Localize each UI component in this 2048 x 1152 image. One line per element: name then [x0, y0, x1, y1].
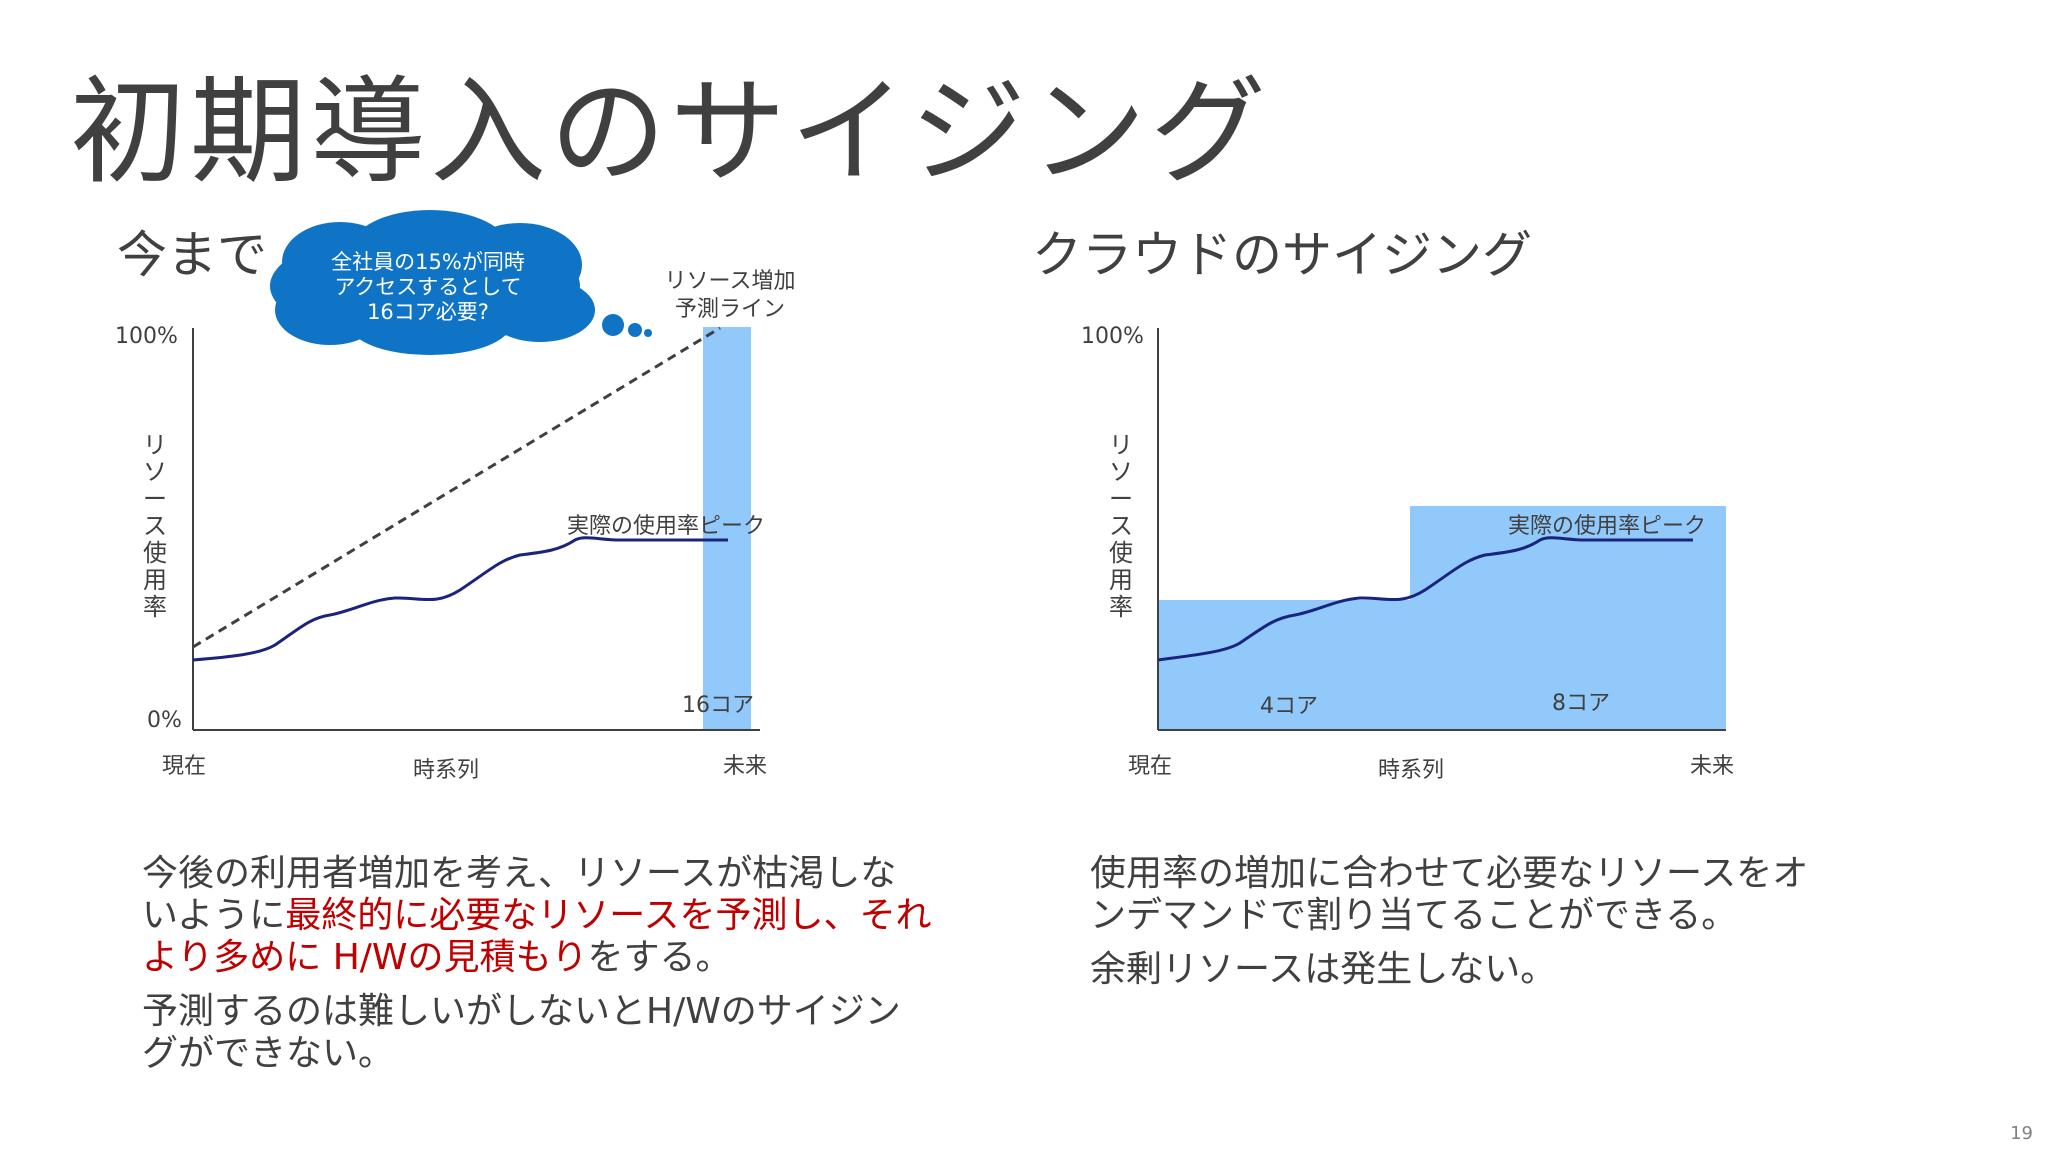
left-bar-label: 16コア [682, 693, 754, 718]
left-heading: 今まで [117, 226, 267, 284]
page-number: 19 [2010, 1123, 2033, 1144]
right-y-top-label: 100% [1081, 324, 1144, 349]
forecast-label: リソース増加 予測ライン [660, 268, 800, 324]
right-paragraph-1: 使用率の増加に合わせて必要なリソースをオンデマンドで割り当てることができる。 [1090, 853, 1809, 936]
y-axis-char: ー [143, 485, 167, 513]
left-x-start: 現在 [162, 754, 207, 779]
right-4core-block [1158, 600, 1413, 730]
right-x-end: 未来 [1690, 754, 1735, 779]
text-normal: をする。 [587, 937, 732, 978]
left-usage-curve [192, 536, 728, 662]
y-axis-char: 使 [143, 539, 167, 567]
slide-title: 初期導入のサイジング [70, 65, 1270, 200]
forecast-label-line: リソース増加 [664, 269, 796, 294]
text-highlight: 最終的に必要なリソースを予測し、それより多めに H/Wの見積もり [142, 895, 932, 978]
left-explanation: 今後の利用者増加を考え、リソースが枯渇しないように最終的に必要なリソースを予測し… [142, 853, 932, 1087]
y-axis-char: 率 [143, 593, 167, 621]
left-x-end: 未来 [723, 754, 768, 779]
right-block2-label: 8コア [1552, 691, 1610, 716]
y-axis-char: ス [143, 512, 167, 540]
y-axis-char: 使 [1109, 539, 1133, 567]
forecast-line [192, 326, 721, 649]
y-axis-char: 率 [1109, 593, 1133, 621]
left-y-axis-title: リ ソ ー ス 使 用 率 [140, 432, 170, 621]
forecast-label-line: 予測ライン [674, 297, 785, 322]
left-paragraph-2: 予測するのは難しいがしないとH/Wのサイジングができない。 [142, 991, 901, 1074]
right-x-start: 現在 [1128, 754, 1173, 779]
bubble-line: アクセスするとして [334, 275, 522, 299]
y-axis-char: 用 [1109, 566, 1133, 594]
y-axis-char: リ [1109, 431, 1133, 459]
left-y-top-label: 100% [115, 324, 178, 349]
y-axis-char: ス [1109, 512, 1133, 540]
left-paragraph-1: 今後の利用者増加を考え、リソースが枯渇しないように最終的に必要なリソースを予測し… [142, 853, 932, 979]
y-axis-char: ソ [1109, 458, 1133, 486]
y-axis-char: 用 [143, 566, 167, 594]
left-16core-bar [703, 327, 751, 730]
right-8core-block [1410, 506, 1726, 730]
left-peak-label: 実際の使用率ピーク [567, 514, 766, 539]
thought-bubble [270, 210, 652, 355]
bubble-text: 全社員の15%が同時 アクセスするとして 16コア必要? [328, 250, 528, 325]
left-y-bottom-label: 0% [147, 708, 182, 733]
y-axis-char: リ [143, 431, 167, 459]
right-y-axis-title: リ ソ ー ス 使 用 率 [1106, 432, 1136, 621]
right-explanation: 使用率の増加に合わせて必要なリソースをオンデマンドで割り当てることができる。 余… [1090, 853, 1830, 1003]
right-heading: クラウドのサイジング [1032, 226, 1532, 284]
text-normal: 今後の利用者増加を考え、リソースが枯渇しないように [142, 853, 897, 936]
bubble-line: 全社員の15%が同時 [331, 250, 525, 274]
right-usage-curve [1157, 536, 1693, 662]
left-x-mid: 時系列 [413, 758, 480, 783]
y-axis-char: ー [1109, 485, 1133, 513]
bubble-line: 16コア必要? [367, 300, 489, 324]
right-peak-label: 実際の使用率ピーク [1508, 514, 1707, 539]
right-block1-label: 4コア [1260, 694, 1318, 719]
y-axis-char: ソ [143, 458, 167, 486]
right-x-mid: 時系列 [1378, 758, 1445, 783]
right-paragraph-2: 余剰リソースは発生しない。 [1090, 949, 1557, 990]
